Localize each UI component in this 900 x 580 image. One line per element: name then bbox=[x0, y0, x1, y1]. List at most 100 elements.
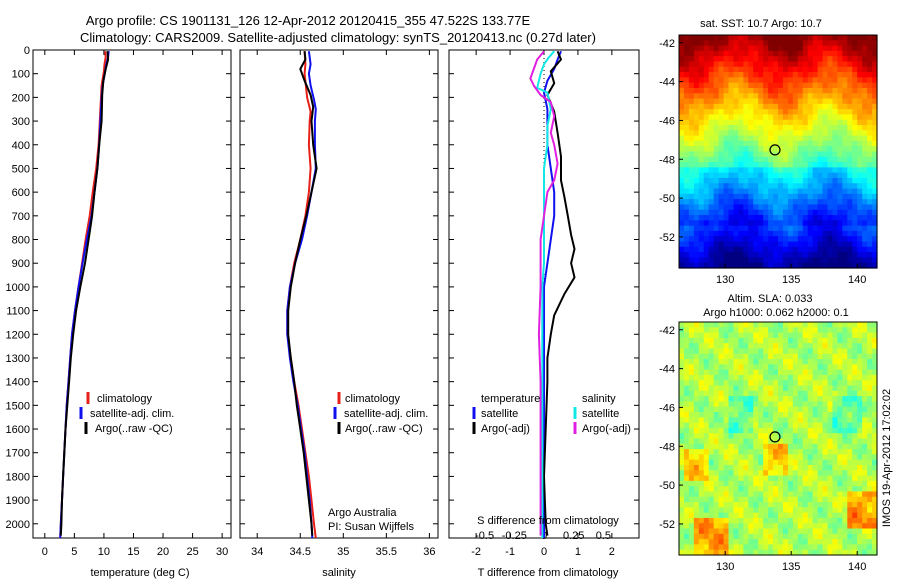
heatmap-cell bbox=[758, 61, 764, 68]
heatmap-cell bbox=[728, 98, 735, 105]
heatmap-cell bbox=[822, 177, 829, 184]
heatmap-cell bbox=[748, 114, 754, 121]
heatmap-cell bbox=[708, 417, 715, 424]
heatmap-cell bbox=[832, 183, 838, 190]
temperature-xlabel: temperature (deg C) bbox=[90, 567, 189, 579]
heatmap-cell bbox=[827, 359, 834, 365]
heatmap-cell bbox=[738, 496, 744, 503]
heatmap-cell bbox=[802, 220, 809, 227]
heatmap-cell bbox=[753, 406, 759, 413]
heatmap-cell bbox=[832, 390, 838, 397]
heatmap-cell bbox=[688, 433, 695, 440]
heatmap-cell bbox=[723, 262, 730, 269]
heatmap-cell bbox=[857, 87, 863, 94]
heatmap-cell bbox=[837, 449, 843, 455]
heatmap-cell bbox=[787, 262, 794, 269]
heatmap-cell bbox=[683, 119, 690, 126]
heatmap-cell bbox=[782, 199, 789, 206]
heatmap-cell bbox=[862, 130, 868, 137]
heatmap-cell bbox=[807, 412, 814, 418]
heatmap-cell bbox=[698, 56, 705, 63]
heatmap-cell bbox=[847, 177, 853, 184]
heatmap-cell bbox=[758, 512, 764, 519]
heatmap-cell bbox=[807, 72, 814, 78]
heatmap-cell bbox=[787, 98, 794, 105]
heatmap-cell bbox=[867, 454, 873, 461]
heatmap-cell bbox=[852, 82, 858, 89]
heatmap-cell bbox=[837, 496, 843, 503]
heatmap-cell bbox=[847, 480, 853, 487]
heatmap-cell bbox=[827, 188, 834, 195]
heatmap-cell bbox=[857, 225, 863, 232]
heatmap-cell bbox=[693, 262, 700, 269]
heatmap-cell bbox=[812, 177, 819, 184]
heatmap-cell bbox=[862, 188, 868, 195]
argo-position-marker bbox=[769, 431, 781, 443]
heatmap-cell bbox=[847, 406, 853, 413]
heatmap-cell bbox=[753, 156, 759, 163]
heatmap-cell bbox=[807, 87, 814, 94]
heatmap-cell bbox=[852, 209, 858, 216]
heatmap-cell bbox=[703, 82, 710, 89]
heatmap-cell bbox=[817, 103, 824, 110]
heatmap-cell bbox=[817, 204, 824, 211]
heatmap-cell bbox=[723, 470, 730, 477]
heatmap-cell bbox=[812, 183, 819, 190]
heatmap-cell bbox=[867, 103, 873, 110]
heatmap-cell bbox=[847, 544, 853, 551]
heatmap-cell bbox=[792, 412, 799, 418]
heatmap-cell bbox=[827, 72, 834, 78]
heatmap-cell bbox=[822, 135, 829, 142]
heatmap-cell bbox=[852, 61, 858, 68]
heatmap-cell bbox=[679, 109, 685, 116]
heatmap-cell bbox=[842, 401, 848, 408]
heatmap-cell bbox=[708, 533, 715, 540]
heatmap-cell bbox=[852, 406, 858, 413]
heatmap-cell bbox=[693, 438, 700, 445]
heatmap-cell bbox=[763, 236, 769, 243]
heatmap-cell bbox=[683, 480, 690, 487]
heatmap-cell bbox=[837, 257, 843, 264]
heatmap-cell bbox=[753, 422, 759, 429]
heatmap-cell bbox=[753, 449, 759, 455]
heatmap-cell bbox=[847, 40, 853, 47]
heatmap-cell bbox=[787, 140, 794, 147]
heatmap-cell bbox=[822, 517, 829, 524]
heatmap-cell bbox=[802, 93, 809, 100]
heatmap-cell bbox=[743, 523, 749, 530]
heatmap-cell bbox=[802, 533, 809, 540]
heatmap-cell bbox=[763, 433, 769, 440]
heatmap-cell bbox=[733, 337, 739, 344]
heatmap-cell bbox=[733, 549, 739, 556]
heatmap-cell bbox=[743, 539, 749, 546]
heatmap-cell bbox=[867, 332, 873, 339]
heatmap-cell bbox=[802, 443, 809, 450]
heatmap-cell bbox=[723, 459, 730, 466]
heatmap-cell bbox=[688, 528, 695, 535]
heatmap-cell bbox=[827, 353, 834, 360]
heatmap-cell bbox=[842, 464, 848, 471]
heatmap-cell bbox=[683, 199, 690, 206]
heatmap-cell bbox=[743, 146, 749, 153]
heatmap-cell bbox=[837, 262, 843, 269]
heatmap-cell bbox=[738, 322, 744, 328]
heatmap-cell bbox=[728, 183, 735, 190]
heatmap-cell bbox=[713, 417, 720, 424]
heatmap-cell bbox=[792, 369, 799, 376]
heatmap-cell bbox=[713, 87, 720, 94]
heatmap-cell bbox=[872, 262, 878, 269]
heatmap-cell bbox=[872, 193, 878, 200]
heatmap-cell bbox=[837, 502, 843, 508]
heatmap-cell bbox=[867, 496, 873, 503]
heatmap-cell bbox=[807, 230, 814, 237]
heatmap-cell bbox=[862, 390, 868, 397]
heatmap-cell bbox=[862, 167, 868, 174]
heatmap-cell bbox=[802, 199, 809, 206]
heatmap-cell bbox=[778, 385, 784, 392]
heatmap-cell bbox=[837, 475, 843, 482]
heatmap-cell bbox=[708, 257, 715, 264]
heatmap-cell bbox=[857, 230, 863, 237]
heatmap-cell bbox=[867, 162, 873, 168]
heatmap-cell bbox=[718, 40, 725, 47]
heatmap-cell bbox=[679, 332, 685, 339]
